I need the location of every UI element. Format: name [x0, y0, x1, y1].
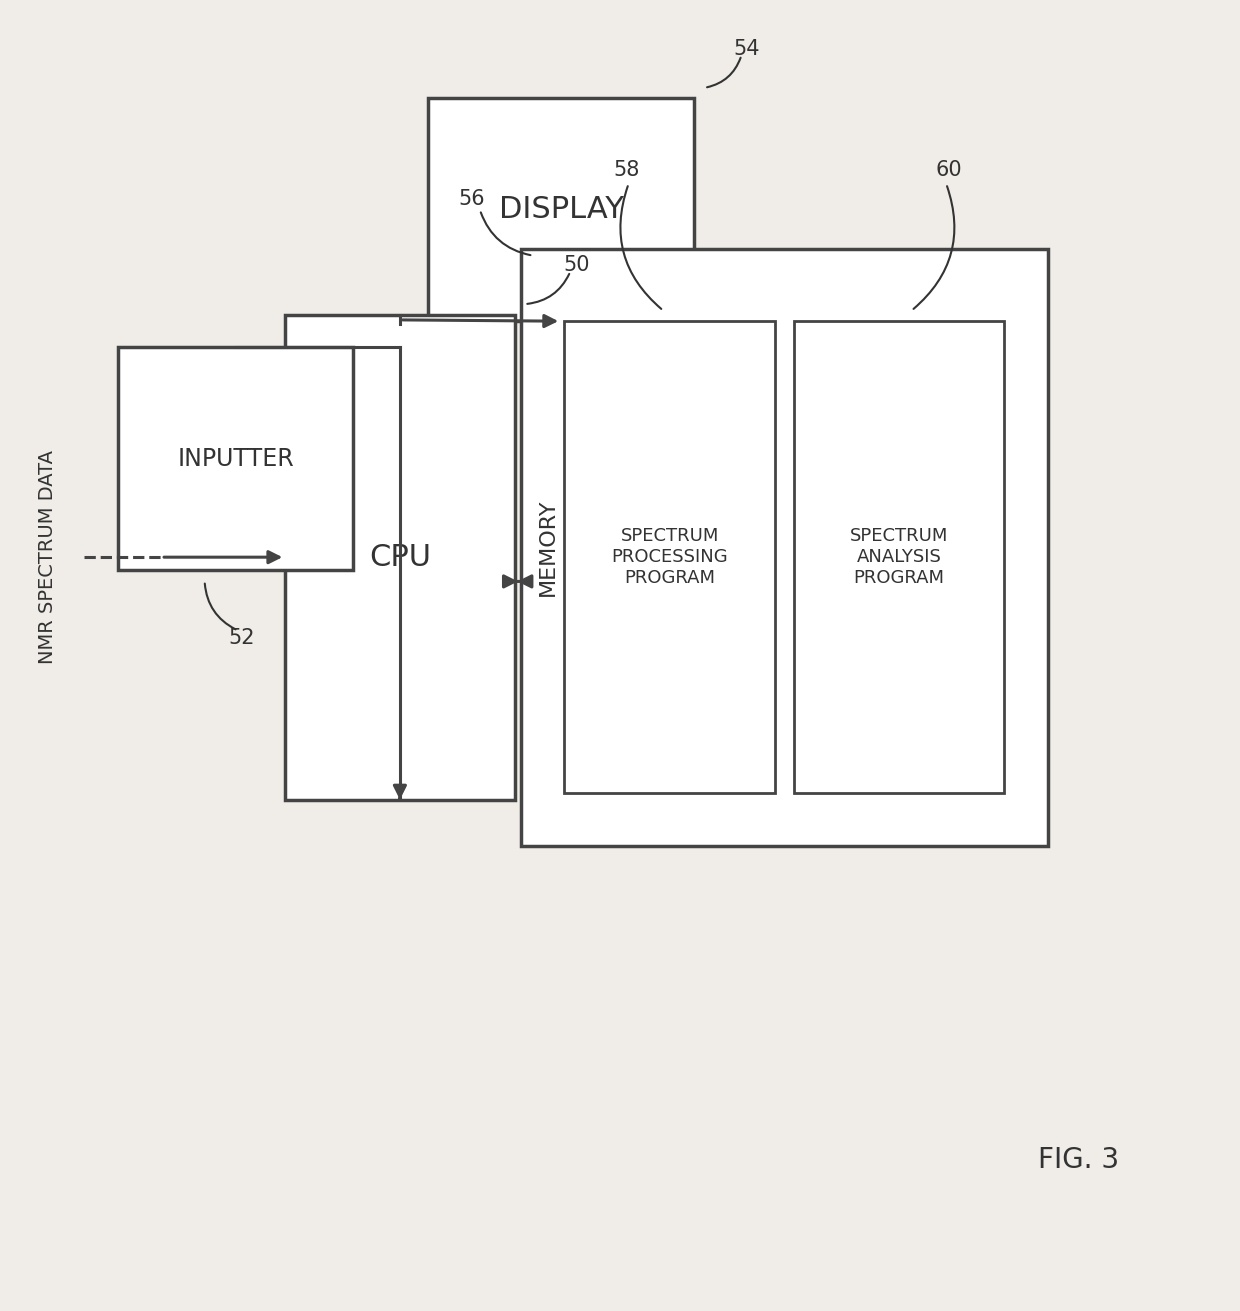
Text: 54: 54	[733, 38, 760, 59]
Bar	[285, 315, 515, 800]
Bar	[428, 98, 694, 321]
Text: DISPLAY: DISPLAY	[498, 195, 624, 224]
Text: SPECTRUM
ANALYSIS
PROGRAM: SPECTRUM ANALYSIS PROGRAM	[849, 527, 949, 587]
Text: 60: 60	[935, 160, 962, 181]
Text: 50: 50	[563, 254, 590, 275]
Text: INPUTTER: INPUTTER	[177, 447, 294, 471]
Bar	[118, 347, 353, 570]
Bar	[521, 249, 1048, 846]
Text: 52: 52	[228, 628, 255, 649]
Bar	[564, 321, 775, 793]
Text: SPECTRUM
PROCESSING
PROGRAM: SPECTRUM PROCESSING PROGRAM	[611, 527, 728, 587]
Text: MEMORY: MEMORY	[538, 498, 558, 597]
Text: NMR SPECTRUM DATA: NMR SPECTRUM DATA	[37, 450, 57, 665]
Bar	[794, 321, 1004, 793]
Text: CPU: CPU	[370, 543, 432, 572]
Text: FIG. 3: FIG. 3	[1038, 1146, 1120, 1175]
Text: 56: 56	[458, 189, 485, 210]
Text: 58: 58	[613, 160, 640, 181]
